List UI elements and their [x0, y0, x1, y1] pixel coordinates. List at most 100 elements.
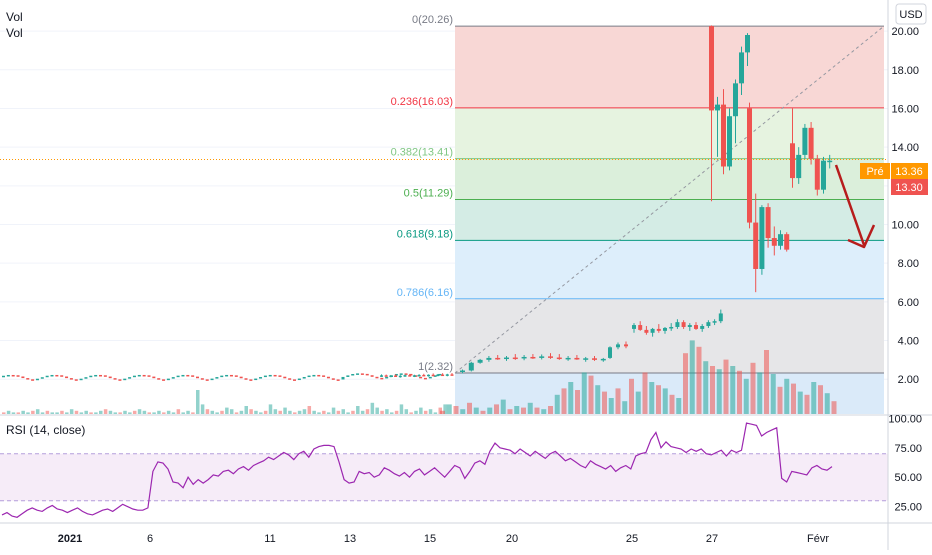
candle — [176, 375, 180, 378]
currency-button-label[interactable]: USD — [899, 9, 922, 21]
volume-bar — [263, 410, 268, 414]
candle — [389, 375, 393, 378]
volume-bar — [118, 412, 122, 414]
pre-tag-label-bg — [860, 163, 890, 179]
price-axis-label: 2.00 — [898, 374, 919, 386]
fib-level-label: 0.382(13.41) — [391, 147, 453, 159]
price-tag-last: 13.30 — [891, 179, 928, 195]
candle — [675, 322, 680, 327]
volume-bar — [55, 412, 59, 414]
volume-bar — [40, 412, 45, 414]
volume-bar — [419, 407, 423, 414]
candle — [638, 325, 643, 330]
volume-bar — [467, 402, 472, 414]
fib-zone — [455, 240, 884, 299]
candle — [592, 358, 597, 360]
candle — [445, 374, 449, 376]
candle — [171, 377, 175, 379]
candle — [827, 160, 833, 163]
volume-bar — [65, 412, 69, 414]
candle — [259, 377, 263, 379]
time-axis-label: 15 — [424, 533, 436, 545]
candle — [31, 379, 35, 381]
volume-bar — [103, 409, 108, 414]
candle — [460, 370, 465, 372]
candle — [103, 375, 107, 377]
candle — [60, 375, 64, 377]
candle — [428, 376, 432, 379]
volume-bar — [171, 412, 176, 414]
candle — [759, 207, 765, 269]
volume-bar — [360, 410, 365, 414]
pre-tag-label: Pré — [866, 166, 883, 178]
candle — [263, 375, 267, 378]
candle — [715, 104, 720, 111]
time-axis-label: Févr — [807, 533, 829, 545]
volume-bar — [205, 409, 210, 414]
volume-bar — [322, 410, 326, 414]
volume-bar — [356, 406, 360, 414]
candle — [157, 378, 161, 380]
candle — [336, 379, 340, 381]
candle — [784, 234, 790, 250]
volume-bar — [440, 410, 445, 414]
candle — [384, 375, 388, 377]
candle — [632, 325, 636, 329]
volume-bar — [423, 410, 428, 414]
time-axis-label: 13 — [344, 533, 356, 545]
price-axis-label: 4.00 — [898, 336, 919, 348]
volume-bar — [527, 402, 533, 414]
volume-bar — [278, 410, 282, 414]
volume-bar — [181, 412, 185, 414]
rsi-axis-label: 75.00 — [894, 443, 922, 455]
candle — [403, 375, 407, 377]
volume-bar — [200, 404, 205, 414]
currency-button-bg[interactable] — [895, 3, 927, 25]
candle — [288, 378, 292, 380]
rsi-pane[interactable] — [0, 422, 888, 518]
fib-zone — [455, 107, 884, 159]
price-axis-label: 8.00 — [898, 258, 919, 270]
volume-bar — [210, 410, 215, 414]
volume-bar — [414, 410, 418, 414]
candle — [142, 374, 146, 377]
price-pane[interactable]: 0(20.26) 0.236(16.03) 0.382(13.41) 0.5(11.2… — [0, 14, 888, 414]
price-axis-label: 20.00 — [891, 26, 919, 38]
volume-bar — [186, 410, 190, 414]
candle — [351, 373, 355, 376]
candle — [2, 375, 5, 378]
volume-bar — [50, 412, 54, 414]
volume-bar — [307, 406, 312, 414]
volume-bar — [777, 386, 783, 414]
fib-level-label: 0.618(9.18) — [397, 228, 453, 240]
volume-bar — [60, 410, 64, 414]
volume-bar — [84, 410, 88, 414]
volume-bar — [689, 340, 695, 414]
candle — [814, 158, 820, 190]
volume-bar — [460, 409, 466, 414]
volume-bar — [703, 361, 709, 414]
candle — [721, 104, 726, 167]
volume-bar — [162, 412, 166, 414]
currency-button[interactable]: USD — [895, 3, 927, 25]
volume-bar — [293, 412, 297, 414]
volume-bar — [428, 409, 433, 414]
candle — [35, 378, 39, 381]
volume-bar — [818, 385, 823, 414]
volume-bar — [99, 410, 103, 414]
candle — [293, 379, 296, 381]
volume-bar — [764, 350, 769, 414]
volume-bar — [588, 375, 594, 414]
volume-bar — [385, 409, 389, 414]
volume-bar — [514, 406, 520, 414]
candle — [624, 344, 628, 347]
volume-bar — [176, 409, 181, 414]
candle — [74, 379, 78, 381]
volume-bar — [696, 346, 702, 414]
volume-bar — [784, 378, 790, 414]
down-arrow-head — [847, 224, 876, 249]
candle — [433, 375, 437, 377]
volume-bar — [69, 409, 74, 414]
candle — [712, 321, 717, 323]
